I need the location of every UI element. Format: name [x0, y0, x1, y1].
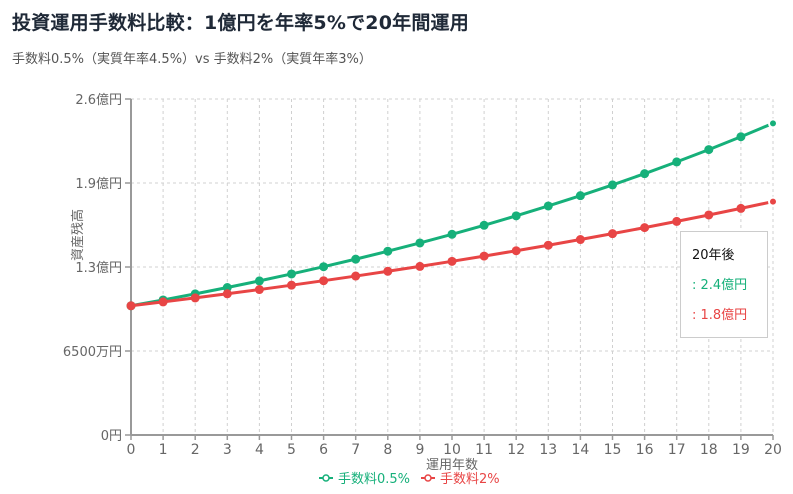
data-point-marker[interactable] — [768, 196, 778, 207]
data-point-marker[interactable] — [543, 240, 553, 250]
data-point-marker[interactable] — [640, 223, 650, 233]
legend-line-marker-icon — [319, 473, 333, 482]
legend-label: 手数料2% — [440, 472, 500, 487]
x-tick-label: 15 — [604, 442, 622, 458]
tooltip-title: 20年後 — [692, 248, 735, 263]
legend-line-marker-icon — [421, 473, 436, 482]
data-point-marker[interactable] — [736, 203, 746, 213]
data-point-marker[interactable] — [447, 256, 457, 266]
data-point-marker[interactable] — [736, 132, 746, 142]
data-point-marker[interactable] — [704, 145, 714, 155]
data-point-marker[interactable] — [511, 246, 521, 256]
y-tick-label: 1.3億円 — [75, 260, 122, 276]
data-point-marker[interactable] — [383, 246, 393, 256]
series-lines[interactable] — [126, 118, 778, 311]
legend-item-fee-2[interactable]: 手数料2% — [420, 468, 500, 487]
data-point-marker[interactable] — [254, 285, 264, 295]
x-axis-label: 運用年数 — [426, 458, 478, 473]
chart-title: 投資運用手数料比較：1億円を年率5%で20年間運用 — [12, 12, 469, 34]
legend-label: 手数料0.5% — [338, 472, 411, 487]
grid-lines — [131, 98, 774, 435]
x-tick-label: 12 — [507, 442, 525, 458]
data-point-marker[interactable] — [575, 191, 585, 201]
x-tick-label: 1 — [159, 442, 168, 458]
data-point-marker[interactable] — [254, 276, 264, 286]
x-tick-label: 16 — [636, 442, 654, 458]
x-tick-label: 20 — [764, 442, 782, 458]
y-tick-label: 2.6億円 — [75, 92, 122, 108]
data-point-marker[interactable] — [287, 280, 296, 290]
x-tick-label: 11 — [475, 442, 493, 458]
x-tick-label: 10 — [443, 442, 461, 458]
x-tick-label: 4 — [255, 442, 264, 458]
data-point-marker[interactable] — [640, 169, 650, 179]
data-point-marker[interactable] — [415, 238, 425, 248]
x-tick-label: 8 — [383, 442, 392, 458]
x-tick-label: 19 — [732, 442, 750, 458]
x-tick-label: 7 — [351, 442, 360, 458]
legend: 手数料0.5% 手数料2% — [318, 468, 500, 487]
x-tick-label: 2 — [191, 442, 200, 458]
chart-subtitle: 手数料0.5%（実質年率4.5%）vs 手数料2%（実質年率3%） — [12, 52, 372, 67]
data-point-marker[interactable] — [126, 301, 136, 311]
y-tick-label: 1.9億円 — [75, 176, 122, 192]
data-point-marker[interactable] — [222, 283, 232, 293]
data-point-marker[interactable] — [447, 229, 457, 239]
data-point-marker[interactable] — [479, 251, 489, 261]
x-tick-label: 0 — [127, 442, 136, 458]
data-point-marker[interactable] — [222, 289, 232, 299]
data-point-marker[interactable] — [319, 276, 329, 286]
y-tick-label: 0円 — [101, 429, 122, 444]
x-tick-label: 6 — [319, 442, 328, 458]
data-point-marker[interactable] — [608, 180, 617, 190]
data-point-marker[interactable] — [351, 254, 361, 264]
y-axis-label: 資産残高 — [70, 209, 86, 261]
data-point-marker[interactable] — [672, 216, 682, 226]
x-tick-label: 13 — [539, 442, 557, 458]
x-tick-label: 5 — [287, 442, 296, 458]
data-point-marker[interactable] — [415, 261, 425, 271]
data-point-marker[interactable] — [511, 211, 521, 221]
legend-item-fee-0-5[interactable]: 手数料0.5% — [318, 468, 410, 487]
y-tick-label: 6500万円 — [63, 345, 122, 360]
data-point-marker[interactable] — [768, 118, 778, 129]
data-point-marker[interactable] — [704, 210, 714, 220]
data-point-marker[interactable] — [158, 297, 168, 307]
data-point-marker[interactable] — [319, 262, 329, 272]
data-point-marker[interactable] — [575, 235, 585, 245]
data-point-marker[interactable] — [672, 157, 682, 167]
data-point-marker[interactable] — [190, 293, 200, 303]
x-tick-label: 17 — [668, 442, 686, 458]
tooltip-value-fee-2: : 1.8億円 — [692, 308, 748, 323]
x-tick-label: 18 — [700, 442, 718, 458]
data-point-marker[interactable] — [543, 201, 553, 211]
x-tick-label: 3 — [223, 442, 232, 458]
tooltip-value-fee-0-5: : 2.4億円 — [692, 278, 748, 293]
data-point-marker[interactable] — [287, 269, 296, 279]
x-tick-label: 14 — [571, 442, 589, 458]
x-tick-label: 9 — [415, 442, 424, 458]
data-point-marker[interactable] — [383, 266, 393, 276]
tooltip: 20年後 : 2.4億円 : 1.8億円 — [680, 231, 768, 338]
data-point-marker[interactable] — [479, 220, 489, 230]
data-point-marker[interactable] — [351, 271, 361, 281]
data-point-marker[interactable] — [608, 229, 617, 239]
